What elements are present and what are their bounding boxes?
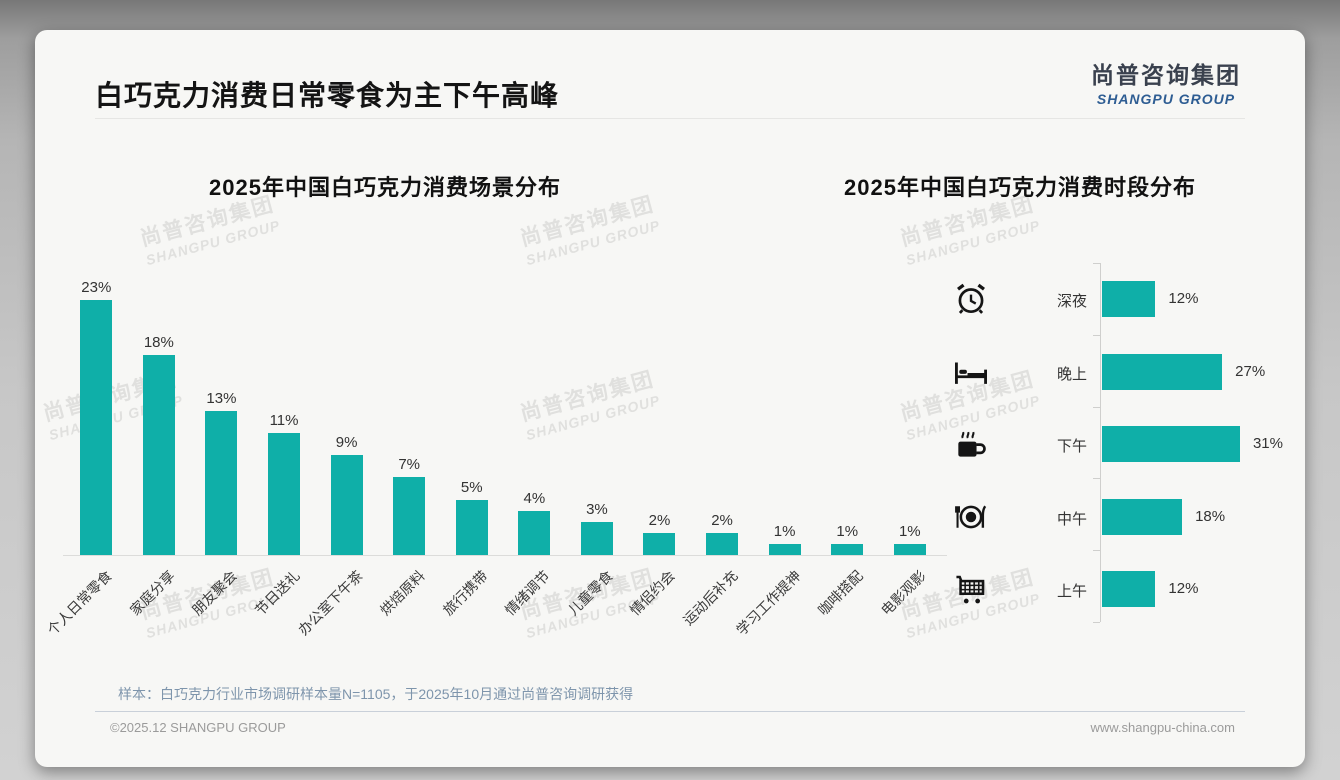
scene-bar-group: 1%: [816, 278, 879, 555]
bar-value-label: 23%: [81, 278, 112, 296]
footer-divider: [95, 711, 1245, 712]
scene-bar-group: 2%: [691, 278, 754, 555]
bar: [393, 477, 426, 555]
bar-value-label: 27%: [1235, 362, 1266, 380]
bar: [1102, 281, 1156, 317]
bar-value-label: 1%: [836, 522, 859, 540]
category-label: 朋友聚会: [189, 567, 241, 619]
scene-bar-group: 1%: [753, 278, 816, 555]
category-label: 家庭分享: [126, 567, 178, 619]
bar-value-label: 4%: [523, 489, 546, 507]
bed-icon: [949, 350, 993, 394]
watermark-english: SHANGPU GROUP: [144, 216, 282, 269]
bar: [643, 532, 676, 555]
category-label: 学习工作提神: [732, 567, 804, 639]
slide: 白巧克力消费日常零食为主下午高峰 尚普咨询集团 SHANGPU GROUP 尚普…: [35, 30, 1305, 767]
category-label: 节日送礼: [251, 567, 303, 619]
axis-tick: [1093, 478, 1100, 480]
category-label: 运动后补充: [679, 567, 741, 629]
time-period-label: 下午: [1056, 438, 1087, 455]
scene-bar-group: 23%: [65, 278, 128, 555]
category-label: 咖啡搭配: [814, 567, 866, 619]
bar: [205, 410, 238, 555]
scene-bar-group: 3%: [566, 278, 629, 555]
category-label: 儿童零食: [564, 567, 616, 619]
shopping-cart-icon: [949, 567, 993, 611]
axis-tick: [1093, 334, 1100, 336]
bar-value-label: 1%: [898, 522, 921, 540]
page-title: 白巧克力消费日常零食为主下午高峰: [95, 80, 560, 111]
axis-tick: [1093, 550, 1100, 552]
axis-tick: [1093, 622, 1100, 623]
bar: [330, 455, 363, 555]
time-y-axis: [1100, 263, 1101, 622]
bar: [1102, 498, 1183, 535]
coffee-icon: [949, 422, 993, 466]
bar: [831, 543, 864, 555]
category-label: 情绪调节: [502, 567, 554, 619]
copyright-text: ©2025.12 SHANGPU GROUP: [110, 720, 286, 735]
bar: [893, 543, 926, 555]
bar-value-label: 2%: [711, 511, 733, 529]
watermark-english: SHANGPU GROUP: [524, 216, 662, 269]
scene-bar-group: 7%: [378, 278, 441, 555]
bar-value-label: 12%: [1168, 580, 1199, 597]
scene-bar-group: 4%: [503, 278, 566, 555]
bar: [268, 432, 301, 555]
time-period-label: 晚上: [1056, 365, 1087, 383]
time-period-label: 深夜: [1056, 293, 1087, 310]
watermark-english: SHANGPU GROUP: [904, 216, 1042, 269]
sample-note: 样本：白巧克力行业市场调研样本量N=1105，于2025年10月通过尚普咨询调研…: [118, 686, 634, 702]
scene-bar-group: 11%: [253, 278, 316, 555]
bar: [1102, 426, 1240, 462]
time-period-label: 上午: [1056, 583, 1087, 600]
scene-x-axis: [63, 555, 947, 556]
bar-value-label: 5%: [460, 478, 483, 496]
axis-tick: [1093, 406, 1100, 408]
bar: [580, 521, 613, 555]
time-chart-title: 2025年中国白巧克力消费时段分布: [844, 175, 1196, 200]
bar: [706, 532, 739, 555]
category-label: 烘焙原料: [376, 567, 428, 619]
time-period-label: 中午: [1056, 510, 1087, 528]
category-label: 办公室下午茶: [294, 567, 366, 639]
bar-value-label: 18%: [143, 334, 174, 352]
website-text: www.shangpu-china.com: [1090, 720, 1235, 735]
axis-tick: [1093, 263, 1100, 264]
bar-value-label: 11%: [269, 411, 299, 429]
bar: [455, 499, 488, 555]
company-logo: 尚普咨询集团 SHANGPU GROUP: [1091, 56, 1241, 107]
scene-bar-group: 13%: [190, 278, 253, 555]
scene-chart-title: 2025年中国白巧克力消费场景分布: [209, 175, 561, 200]
bar-value-label: 13%: [206, 389, 237, 407]
bar-value-label: 2%: [648, 511, 671, 529]
bar-value-label: 3%: [586, 500, 608, 518]
bar: [518, 510, 551, 555]
bar-value-label: 31%: [1252, 435, 1283, 452]
scene-bar-chart: 23% 18% 13% 11% 9% 7% 5% 4% 3% 2% 2% 1% 1% 1%: [65, 278, 941, 555]
scene-bar-group: 2%: [628, 278, 691, 555]
restaurant-plate-icon: [949, 495, 993, 539]
bar: [1102, 571, 1156, 607]
bar-value-label: 18%: [1195, 507, 1226, 525]
category-label: 情侣约会: [627, 567, 679, 619]
bar: [768, 543, 801, 555]
bar: [1102, 353, 1223, 390]
category-label: 旅行携带: [439, 567, 491, 619]
bar-value-label: 1%: [773, 522, 796, 540]
bar-value-label: 12%: [1168, 290, 1199, 307]
bar: [142, 355, 175, 555]
alarm-clock-icon: [949, 277, 993, 321]
scene-bar-group: 9%: [315, 278, 378, 555]
bar-value-label: 9%: [335, 434, 358, 452]
logo-english-text: SHANGPU GROUP: [1096, 91, 1236, 107]
bar-value-label: 7%: [398, 456, 421, 474]
scene-bar-group: 1%: [879, 278, 942, 555]
bar: [80, 299, 113, 555]
scene-bar-group: 18%: [128, 278, 191, 555]
scene-bar-group: 5%: [440, 278, 503, 555]
logo-chinese-text: 尚普咨询集团: [1091, 62, 1241, 88]
category-label: 电影观影: [877, 567, 929, 619]
title-divider: [95, 118, 1245, 119]
